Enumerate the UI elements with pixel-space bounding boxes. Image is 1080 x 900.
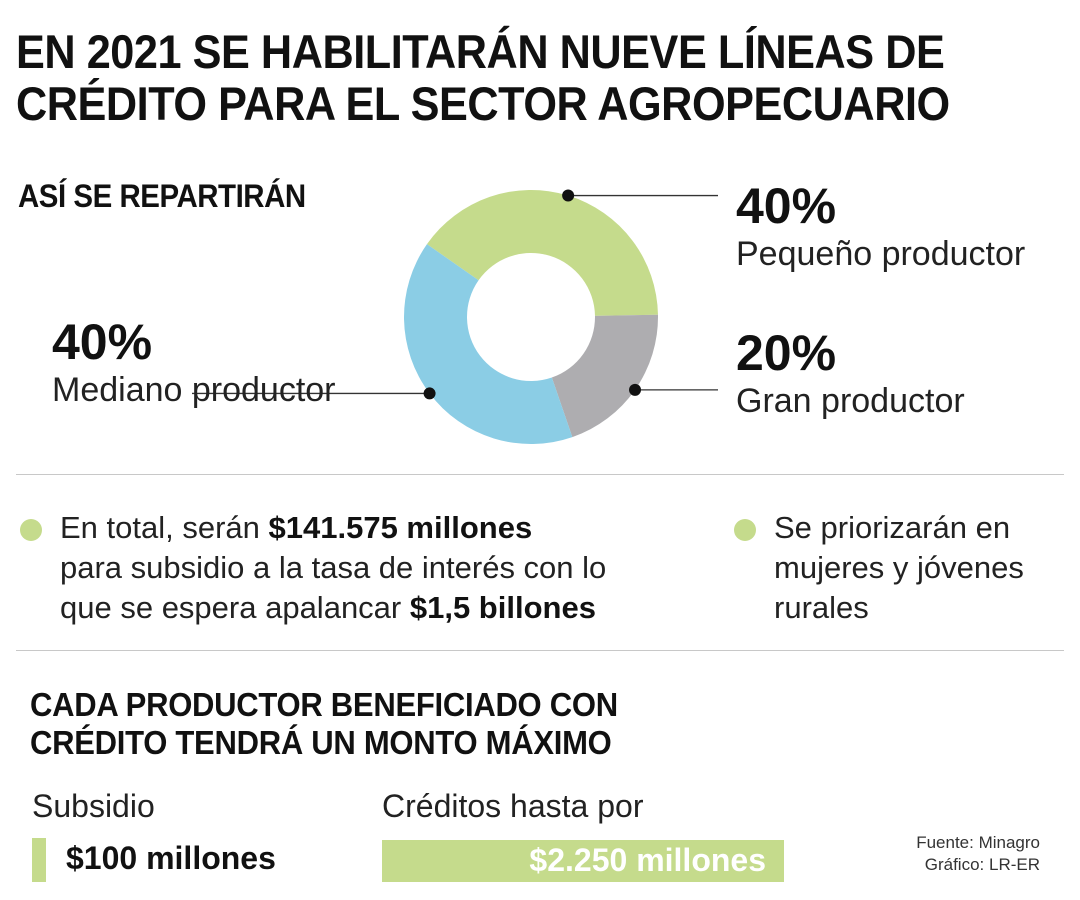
- slice-percent-gran-productor: 20%: [736, 325, 836, 381]
- donut-slice-gran-productor: [551, 314, 658, 438]
- subsidy-label: Subsidio: [32, 788, 155, 824]
- donut-slice-peque-o-productor: [426, 189, 658, 316]
- divider-top: [16, 474, 1064, 475]
- bullet-dot-icon: [20, 519, 42, 541]
- bullet-total-text-3: que se espera apalancar: [60, 590, 410, 625]
- credit-value: $2.250 millones: [529, 842, 766, 878]
- slice-label-gran-productor: Gran productor: [736, 382, 965, 420]
- leader-dot: [562, 189, 575, 202]
- bullet-total-text-1: En total, serán: [60, 510, 269, 545]
- source-credits: Fuente: Minagro Gráfico: LR-ER: [916, 832, 1040, 876]
- section-title: CADA PRODUCTOR BENEFICIADO CON CRÉDITO T…: [30, 686, 618, 762]
- source-line: Fuente: Minagro: [916, 833, 1040, 852]
- section-title-line-2: CRÉDITO TENDRÁ UN MONTO MÁXIMO: [30, 724, 612, 761]
- section-title-line-1: CADA PRODUCTOR BENEFICIADO CON: [30, 686, 618, 723]
- leader-dot: [629, 383, 642, 396]
- bullet-dot-icon: [734, 519, 756, 541]
- bullet-priority: Se priorizarán en mujeres y jóvenes rura…: [734, 508, 1064, 628]
- bullet-priority-text: Se priorizarán en mujeres y jóvenes rura…: [774, 508, 1024, 628]
- bullet-total-text-2: para subsidio a la tasa de interés con l…: [60, 550, 607, 585]
- title-line-1: EN 2021 SE HABILITARÁN NUEVE LÍNEAS DE: [16, 25, 945, 78]
- chart-subtitle: ASÍ SE REPARTIRÁN: [18, 178, 306, 214]
- subsidy-marker: [32, 838, 46, 882]
- title-line-2: CRÉDITO PARA EL SECTOR AGROPECUARIO: [16, 77, 950, 130]
- bullet-total-text: En total, serán $141.575 millones para s…: [60, 508, 606, 628]
- leader-dot: [423, 387, 436, 400]
- graphic-credit-line: Gráfico: LR-ER: [924, 855, 1040, 874]
- slice-percent-mediano-productor: 40%: [52, 314, 152, 370]
- divider-bottom: [16, 650, 1064, 651]
- bullet-priority-line-1: Se priorizarán en: [774, 510, 1011, 545]
- bullet-total-leverage: $1,5 billones: [409, 590, 596, 625]
- slice-percent-peque-o-productor: 40%: [736, 178, 836, 234]
- page-title: EN 2021 SE HABILITARÁN NUEVE LÍNEAS DE C…: [16, 26, 982, 130]
- slice-label-mediano-productor: Mediano productor: [52, 371, 336, 409]
- bullet-priority-line-3: rurales: [774, 590, 869, 625]
- bullet-total-amount: $141.575 millones: [268, 510, 533, 545]
- credit-label: Créditos hasta por: [382, 788, 644, 824]
- donut-slice-mediano-productor: [404, 244, 573, 445]
- leader-lines: [192, 189, 718, 400]
- slice-label-peque-o-productor: Pequeño productor: [736, 235, 1025, 273]
- bullet-total: En total, serán $141.575 millones para s…: [20, 508, 710, 628]
- credit-bar: $2.250 millones: [382, 840, 784, 882]
- bullet-priority-line-2: mujeres y jóvenes: [774, 550, 1024, 585]
- subsidy-value: $100 millones: [66, 840, 276, 876]
